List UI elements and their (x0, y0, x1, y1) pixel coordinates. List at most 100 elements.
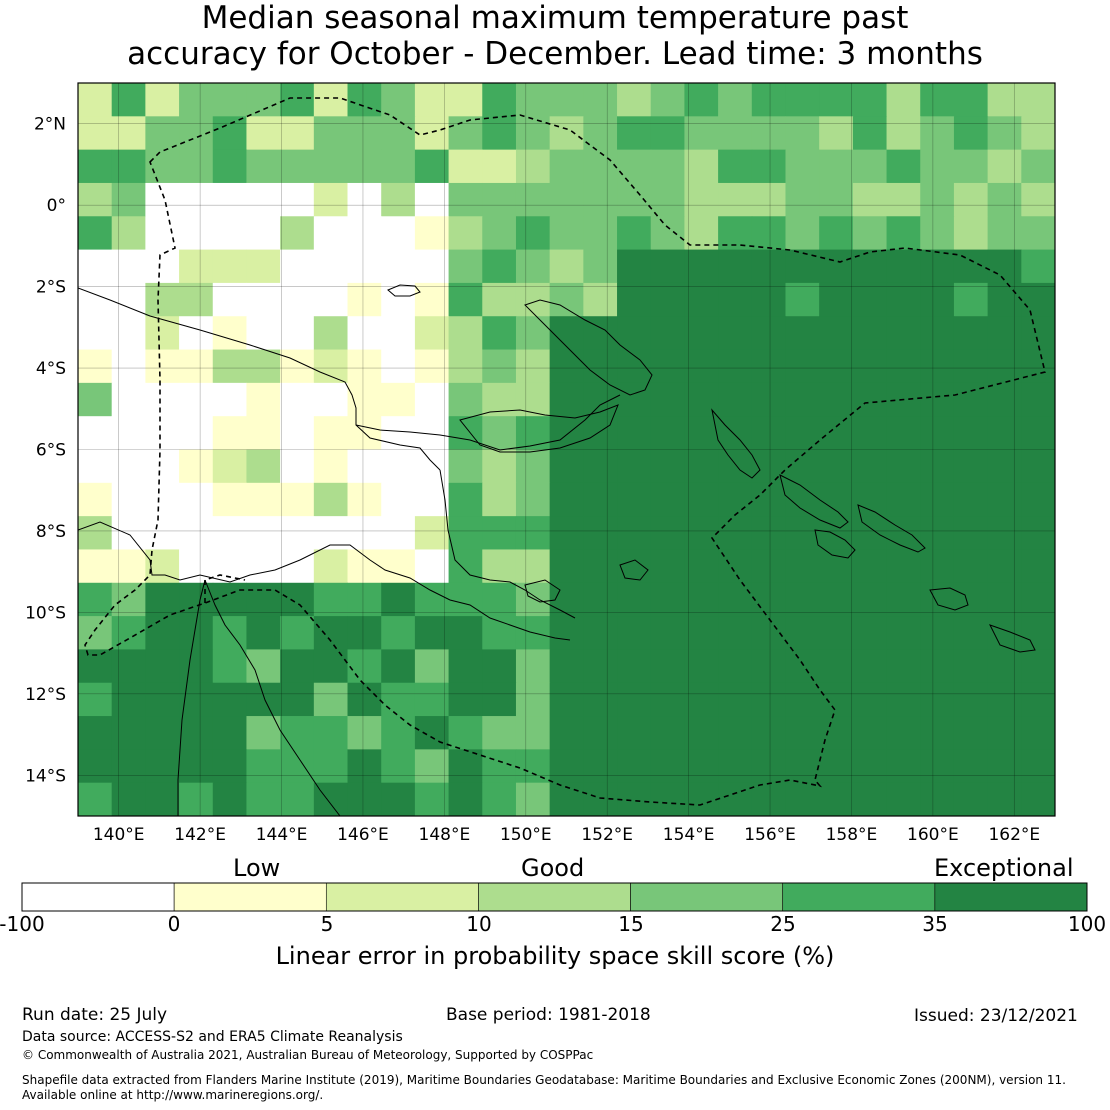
skill-cell (1021, 582, 1055, 617)
skill-cell (145, 716, 180, 750)
skill-cell (179, 216, 214, 251)
skill-cell (111, 349, 146, 384)
skill-cell (448, 449, 483, 484)
skill-cell (1021, 316, 1055, 351)
skill-cell (785, 83, 820, 117)
skill-cell (145, 249, 180, 284)
skill-cell (111, 149, 146, 184)
skill-cell (819, 716, 854, 750)
skill-cell (920, 616, 955, 650)
skill-cell (448, 616, 483, 650)
skill-cell (953, 449, 989, 484)
skill-cell (583, 749, 618, 784)
skill-cell (482, 682, 517, 717)
skill-cell (852, 249, 888, 284)
skill-cell (751, 616, 786, 650)
skill-cell (785, 616, 820, 650)
skill-cell (650, 349, 685, 384)
skill-cell (280, 449, 315, 484)
skill-cell (1021, 449, 1055, 484)
skill-cell (751, 83, 786, 117)
skill-cell (852, 782, 888, 816)
skill-cell (482, 416, 517, 450)
skill-cell (212, 83, 247, 117)
skill-cell (886, 416, 921, 450)
skill-cell (852, 282, 888, 317)
skill-cell (347, 482, 382, 517)
skill-cell (650, 782, 685, 816)
skill-cell (414, 182, 450, 217)
skill-cell (785, 582, 820, 617)
colorbar-segment (21, 882, 175, 912)
skill-cell (448, 116, 483, 151)
skill-cell (953, 582, 989, 617)
skill-cell (145, 449, 180, 484)
skill-cell (549, 716, 584, 750)
skill-cell (987, 616, 1022, 650)
skill-cell (684, 616, 719, 650)
skill-cell (347, 716, 382, 750)
skill-cell (313, 349, 349, 384)
skill-cell (920, 449, 955, 484)
skill-cell (145, 616, 180, 650)
skill-cell (650, 116, 685, 151)
skill-cell (212, 349, 247, 384)
skill-cell (414, 549, 450, 584)
skill-cell (549, 749, 584, 784)
skill-cell (617, 416, 652, 450)
skill-cell (583, 649, 618, 684)
skill-cell (987, 782, 1022, 816)
skill-cell (920, 516, 955, 550)
skill-cell (1021, 482, 1055, 517)
skill-cell (212, 416, 247, 450)
skill-cell (280, 516, 315, 550)
skill-cell (414, 749, 450, 784)
skill-cell (650, 749, 685, 784)
skill-cell (448, 416, 483, 450)
skill-cell (212, 616, 247, 650)
skill-cell (549, 83, 584, 117)
skill-cell (920, 649, 955, 684)
skill-cell (1021, 516, 1055, 550)
skill-cell (987, 182, 1022, 217)
skill-cell (617, 649, 652, 684)
skill-cell (650, 649, 685, 684)
skill-cell (145, 216, 180, 251)
skill-cell (1021, 282, 1055, 317)
skill-cell (381, 616, 416, 650)
skill-cell (280, 216, 315, 251)
skill-cell (414, 116, 450, 151)
skill-cell (617, 516, 652, 550)
skill-cell (280, 616, 315, 650)
skill-cell (718, 582, 753, 617)
skill-cell (650, 416, 685, 450)
skill-cell (381, 216, 416, 251)
skill-cell (313, 782, 349, 816)
longitude-label: 152°E (581, 825, 633, 845)
skill-cell (1021, 349, 1055, 384)
skill-cell (953, 482, 989, 517)
skill-cell (179, 782, 214, 816)
skill-cell (482, 782, 517, 816)
skill-cell (549, 482, 584, 517)
skill-cell (212, 682, 247, 717)
skill-cell (280, 249, 315, 284)
solomon-islands-2 (857, 504, 926, 553)
skill-cell (886, 116, 921, 151)
skill-cell (482, 516, 517, 550)
skill-cell (179, 349, 214, 384)
skill-cell (920, 549, 955, 584)
skill-cell (482, 249, 517, 284)
skill-cell (819, 182, 854, 217)
colorbar-tick: 5 (320, 912, 334, 936)
skill-cell (751, 182, 786, 217)
skill-cell (179, 749, 214, 784)
skill-cell (111, 482, 146, 517)
skill-cell (684, 416, 719, 450)
skill-cell (347, 282, 382, 317)
skill-cell (179, 482, 214, 517)
skill-cell (819, 282, 854, 317)
skill-cell (1021, 782, 1055, 816)
latitude-label: 4°S (36, 359, 66, 379)
skill-cell (111, 416, 146, 450)
